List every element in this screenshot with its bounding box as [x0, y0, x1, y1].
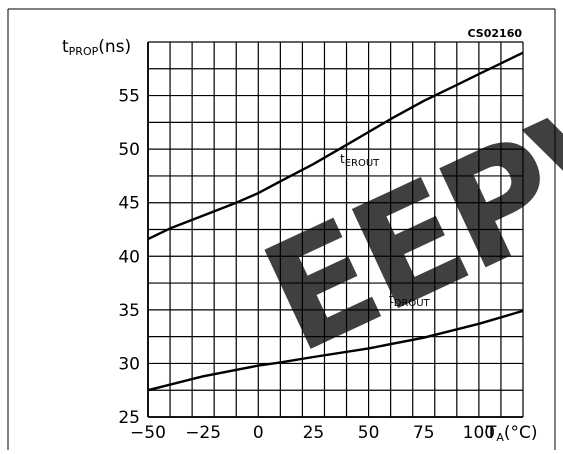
x-tick-label: 50: [358, 423, 380, 443]
x-tick-label: −25: [185, 423, 221, 443]
y-tick-label: 45: [118, 194, 140, 214]
x-tick-label: 0: [253, 423, 264, 443]
x-tick-label: 25: [303, 423, 325, 443]
chart-grid: [8, 9, 555, 450]
x-axis-title: TA(°C): [485, 423, 538, 444]
watermark-text: EEPV: [240, 55, 563, 387]
y-axis-title: tPROP(ns): [62, 37, 131, 58]
y-tick-label: 30: [118, 354, 140, 374]
figure-id: CS02160: [468, 27, 523, 40]
watermark-logo: EEPV: [240, 55, 563, 387]
y-tick-label: 40: [118, 247, 140, 267]
y-tick-label: 35: [118, 301, 140, 321]
y-tick-label: 55: [118, 87, 140, 107]
y-tick-label: 50: [118, 140, 140, 160]
watermark: EEPV: [240, 55, 563, 387]
x-tick-label: 75: [413, 423, 435, 443]
x-tick-label: −50: [130, 423, 166, 443]
